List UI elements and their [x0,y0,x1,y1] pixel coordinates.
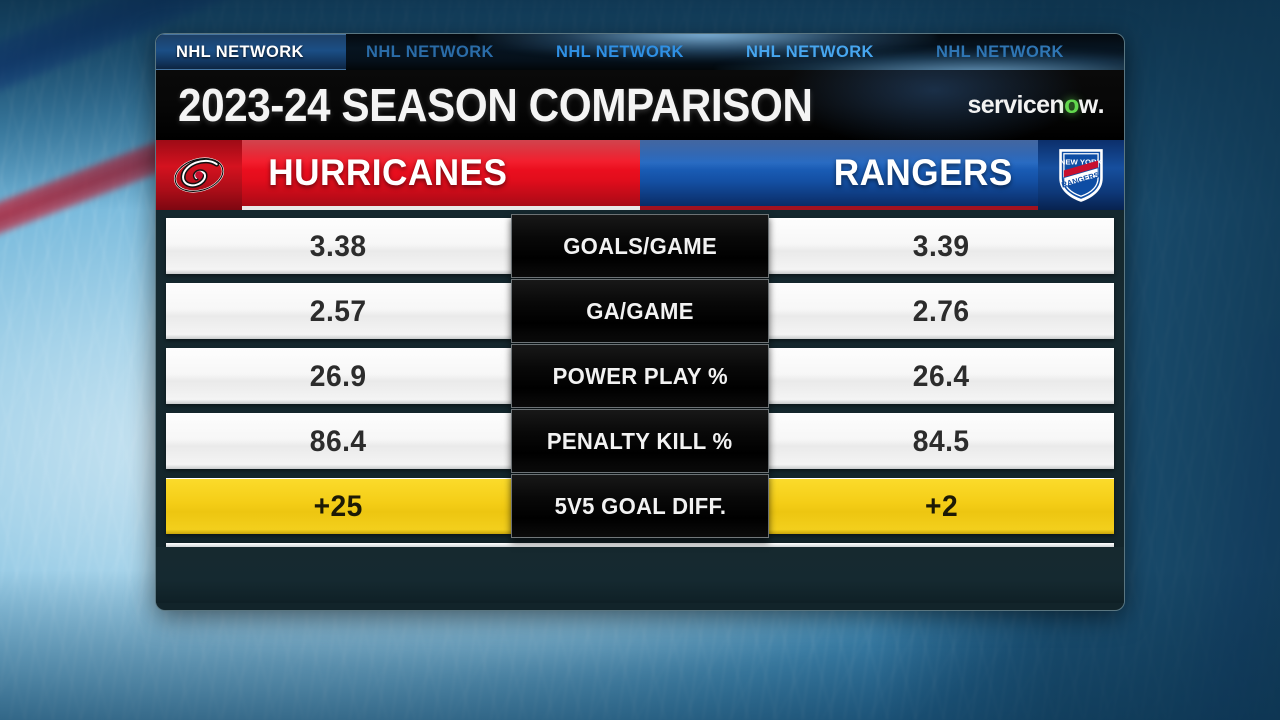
stat-label-cell: GA/GAME [511,279,769,343]
stat-value-right-cell: +2 [769,478,1114,534]
network-label: NHL NETWORK [746,42,874,61]
hurricanes-logo-tile [156,140,242,210]
network-label-active: NHL NETWORK [156,34,346,70]
stat-value-right: 84.5 [913,424,970,458]
page-title: 2023-24 SEASON COMPARISON [178,79,813,131]
stat-value-left: 86.4 [310,424,367,458]
sponsor-text-part2: w [1078,90,1098,119]
stat-label: GOALS/GAME [563,232,717,259]
stat-value-right: 3.39 [913,229,970,263]
table-row: 26.9 POWER PLAY % 26.4 [166,344,1114,408]
stat-value-right: 2.76 [913,294,970,328]
network-label: NHL NETWORK [556,42,684,61]
stat-value-left: 3.38 [310,229,367,263]
stat-value-right-cell: 2.76 [769,283,1114,339]
carolina-hurricanes-logo [174,157,224,193]
stat-value-left-cell: 26.9 [166,348,511,404]
network-branding-strip: NHL NETWORK NHL NETWORK NHL NETWORK NHL … [156,34,1124,70]
table-row: 2.57 GA/GAME 2.76 [166,279,1114,343]
stat-value-left-cell: 3.38 [166,218,511,274]
hurricanes-name-bar: HURRICANES [242,140,640,210]
stat-label: POWER PLAY % [552,362,728,389]
team-name-left: HURRICANES [268,152,508,193]
stat-value-right-cell: 84.5 [769,413,1114,469]
panel-footer [156,547,1124,603]
stat-label-cell: GOALS/GAME [511,214,769,278]
rangers-name-bar: RANGERS [640,140,1038,210]
team-banner-row: HURRICANES RANGERS NEW YORK RANGERS [156,140,1124,210]
sponsor-period: . [1097,90,1105,119]
rangers-logo-tile: NEW YORK RANGERS [1038,140,1124,210]
network-label: NHL NETWORK [936,42,1064,61]
stat-label-cell: 5V5 GOAL DIFF. [511,474,769,538]
table-row-highlighted: +25 5V5 GOAL DIFF. +2 [166,474,1114,538]
stat-value-left: +25 [313,489,364,523]
stat-value-right-cell: 3.39 [769,218,1114,274]
stat-value-left-cell: 2.57 [166,283,511,339]
stat-value-left-cell: +25 [166,478,511,534]
stat-value-right: +2 [924,489,959,523]
stat-value-left: 2.57 [310,294,367,328]
stat-label: 5V5 GOAL DIFF. [554,492,726,519]
sponsor-accent-letter: o [1064,90,1079,119]
stat-label-cell: PENALTY KILL % [511,409,769,473]
stat-label: PENALTY KILL % [547,427,733,454]
svg-text:NEW YORK: NEW YORK [1060,158,1103,167]
stat-value-right: 26.4 [913,359,970,393]
stat-value-left: 26.9 [310,359,367,393]
title-bar-glow [784,70,1084,140]
stat-label: GA/GAME [586,297,694,324]
graphic-title-bar: 2023-24 SEASON COMPARISON servicen o w. [156,70,1124,140]
stat-comparison-table: 3.38 GOALS/GAME 3.39 2.57 GA/GAME 2.76 [156,210,1124,538]
sponsor-text-part1: servicen [967,90,1065,119]
table-row: 86.4 PENALTY KILL % 84.5 [166,409,1114,473]
network-label-list: NHL NETWORK NHL NETWORK NHL NETWORK NHL … [156,34,1124,70]
comparison-graphic-panel: NHL NETWORK NHL NETWORK NHL NETWORK NHL … [155,33,1125,611]
stat-value-right-cell: 26.4 [769,348,1114,404]
new-york-rangers-logo: NEW YORK RANGERS [1059,149,1103,202]
strip-light-sweep-bottom [716,50,1124,70]
team-name-right: RANGERS [834,152,1014,193]
panel-divider [166,543,1114,547]
servicenow-sponsor-logo: servicen o w. [967,91,1110,120]
network-label: NHL NETWORK [1106,43,1124,62]
network-label: NHL NETWORK [366,42,494,61]
table-row: 3.38 GOALS/GAME 3.39 [166,214,1114,278]
stat-label-cell: POWER PLAY % [511,344,769,408]
stat-value-left-cell: 86.4 [166,413,511,469]
